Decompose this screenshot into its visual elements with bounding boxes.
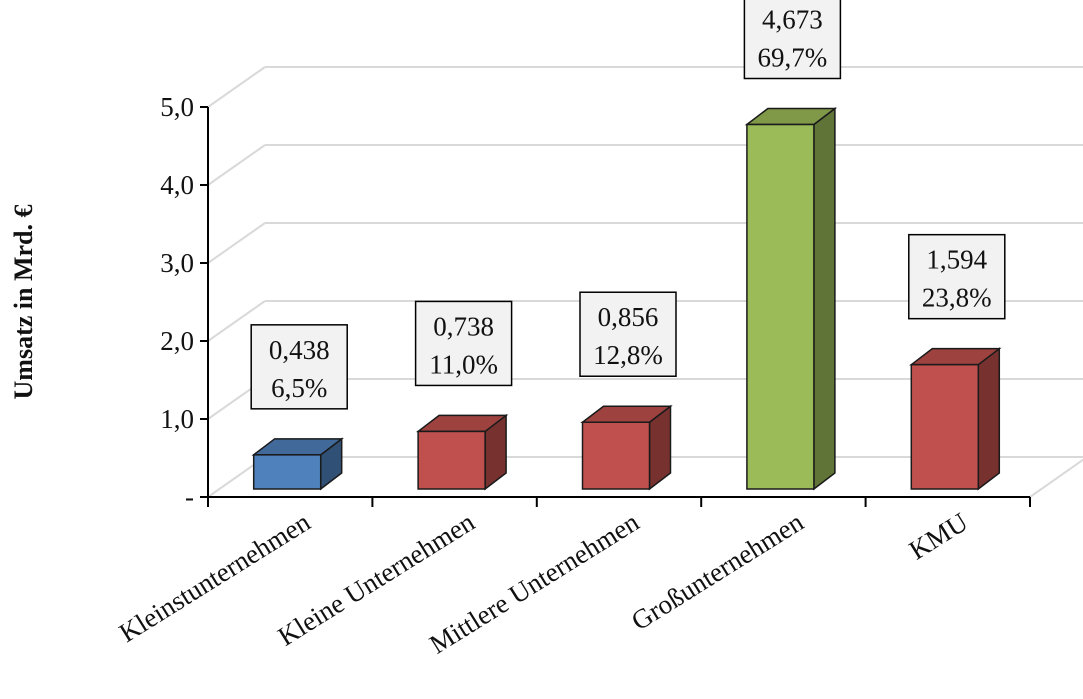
data-label-box	[250, 324, 348, 410]
data-label-box	[579, 291, 677, 377]
bar-2	[415, 413, 509, 491]
floor-edge	[1029, 458, 1083, 498]
data-label-value: 1,594	[926, 245, 987, 275]
y-tick-label: 1,0	[160, 404, 194, 434]
data-label-value: 0,438	[269, 335, 330, 365]
data-label-4: 4,673 69,7%	[743, 0, 842, 80]
gridline-depth	[207, 144, 266, 186]
y-axis-ticks: - 1,0 2,0 3,0 4,0 5,0	[160, 92, 208, 512]
data-label-percent: 11,0%	[429, 349, 498, 379]
bar-front	[746, 123, 815, 490]
bar-front	[252, 454, 322, 490]
data-label-percent: 6,5%	[271, 373, 327, 403]
chart-bars	[251, 106, 1002, 491]
data-label-box	[908, 233, 1006, 320]
x-category-label: KMU	[904, 507, 973, 566]
chart-data-labels: 0,438 6,5% 0,738 11,0% 0,856 12,8% 4,673 69,7% 1…	[250, 0, 1006, 410]
bar-3	[580, 404, 673, 491]
data-label-box	[414, 300, 513, 387]
bar-side	[977, 347, 1001, 491]
bar-4	[744, 106, 838, 491]
bar-1	[251, 437, 344, 491]
y-axis-title: Umsatz in Mrd. €	[9, 205, 38, 400]
data-label-2: 0,738 11,0%	[414, 300, 513, 387]
chart-axes	[207, 107, 1031, 507]
data-label-3: 0,856 12,8%	[579, 291, 677, 377]
y-tick-label: 2,0	[160, 326, 194, 356]
data-label-percent: 12,8%	[593, 340, 663, 370]
y-tick-label: 4,0	[160, 170, 194, 200]
bar-front	[910, 363, 980, 490]
data-label-percent: 23,8%	[922, 283, 992, 313]
y-tick-label: 3,0	[160, 248, 194, 278]
data-label-percent: 69,7%	[758, 43, 828, 73]
gridline-depth	[207, 222, 266, 264]
bar-5	[909, 347, 1002, 491]
gridline-depth	[207, 66, 266, 108]
x-category-label: Großunternehmen	[626, 506, 809, 636]
y-tick-label: -	[185, 482, 194, 512]
data-label-box	[743, 0, 842, 80]
gridline-depth	[207, 300, 266, 342]
data-label-value: 4,673	[762, 5, 823, 35]
data-label-value: 0,856	[598, 302, 659, 332]
y-tick-label: 5,0	[160, 92, 194, 122]
bar-front	[417, 430, 486, 490]
data-label-value: 0,738	[433, 311, 494, 341]
data-label-1: 0,438 6,5%	[250, 324, 348, 410]
data-label-5: 1,594 23,8%	[908, 233, 1006, 320]
bar-front	[581, 421, 651, 490]
bar-side	[813, 106, 836, 491]
